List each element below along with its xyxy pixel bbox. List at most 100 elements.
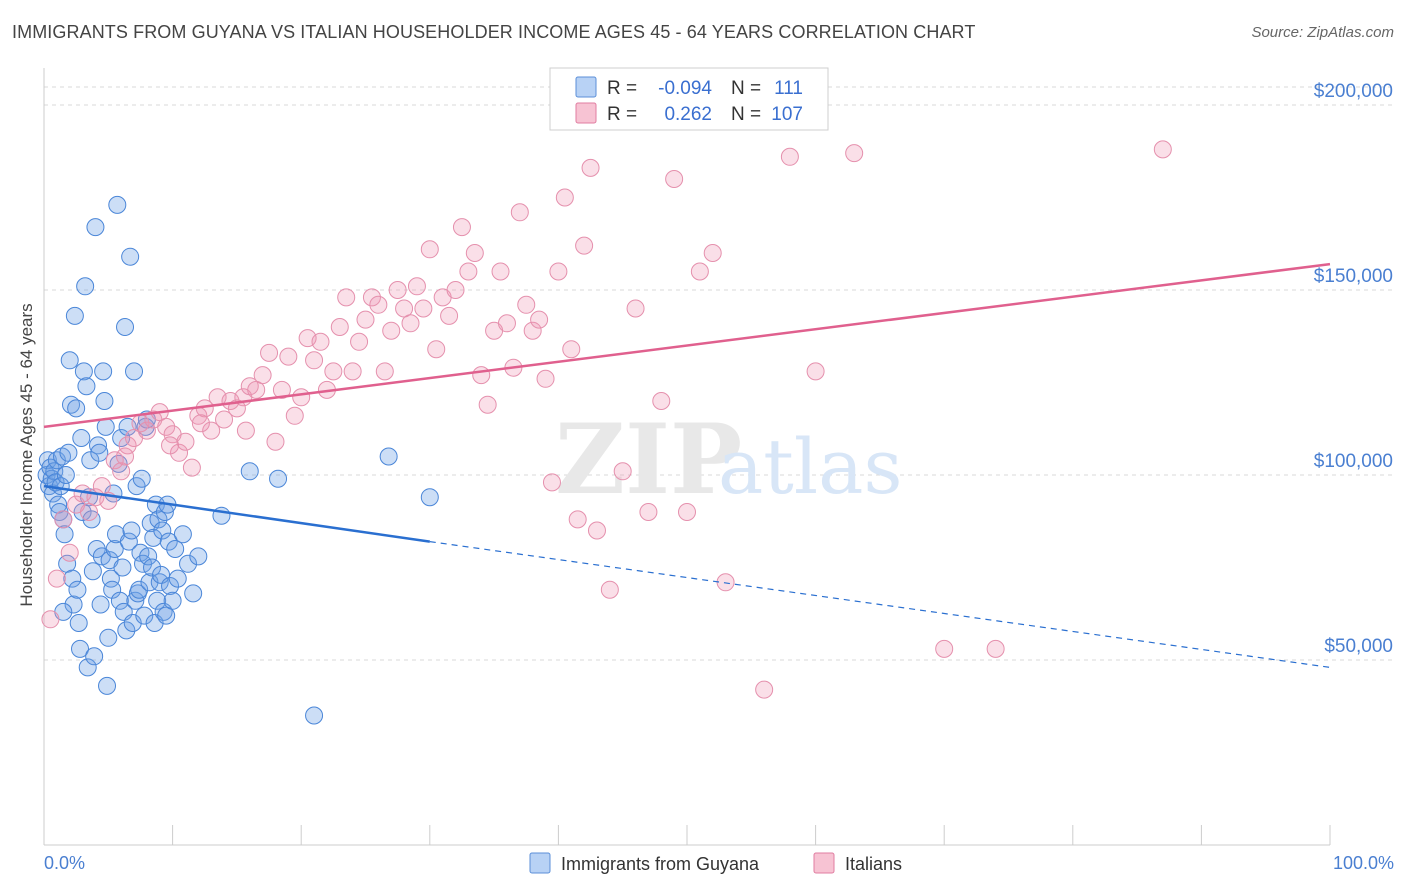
italians-point (613, 462, 632, 481)
guyana-point (130, 580, 149, 599)
legend-n-value-guyana: 111 (774, 78, 803, 99)
guyana-point (305, 706, 324, 725)
guyana-point (56, 466, 75, 484)
series-legend-swatch-italians (813, 852, 835, 874)
guyana-point (153, 521, 172, 540)
italians-point (382, 321, 401, 340)
guyana-point (81, 451, 100, 470)
trend-lines (43, 262, 1331, 668)
guyana-point (126, 591, 145, 610)
guyana-point (38, 451, 57, 470)
guyana-point (95, 392, 114, 410)
x-tick-label-1: 100.0% (1333, 853, 1394, 873)
italians-point (465, 244, 484, 262)
italians-point (427, 340, 446, 359)
guyana-point (71, 639, 90, 658)
italians-point (137, 421, 156, 440)
guyana-point (420, 488, 439, 507)
italians-point (1153, 140, 1172, 159)
legend-r-label-italians: R = (607, 104, 637, 125)
italians-point (112, 462, 131, 481)
italians-point (626, 299, 645, 318)
italians-point (369, 295, 388, 314)
guyana-point (132, 469, 151, 488)
guyana-point (63, 569, 82, 588)
y-tick-labels: $50,000 $100,000 $150,000 $200,000 (1314, 81, 1393, 657)
guyana-point (62, 395, 81, 414)
guyana-point (161, 577, 180, 595)
italians-point (253, 366, 272, 385)
guyana-point (116, 318, 135, 336)
guyana-point (90, 443, 109, 462)
guyana-point (140, 573, 159, 592)
legend-r-value-guyana: -0.094 (658, 78, 712, 99)
italians-point (279, 347, 298, 366)
italians-point (414, 299, 433, 318)
italians-point (986, 639, 1005, 658)
x-tick-label-0: 0.0% (44, 853, 85, 873)
guyana-point (59, 443, 78, 462)
italians-point (652, 392, 671, 410)
guyana-point (99, 628, 118, 647)
guyana-point (98, 676, 117, 695)
guyana-point (379, 447, 398, 466)
guyana-point (105, 540, 124, 558)
italians-point (375, 362, 394, 381)
guyana-point (67, 399, 86, 418)
guyana-point (68, 580, 87, 599)
italians-point (678, 503, 696, 521)
guyana-point (157, 606, 176, 625)
series-legend-label-italians: Italians (845, 854, 902, 874)
guyana-point (121, 247, 140, 266)
guyana-point (184, 584, 203, 603)
italians-point (555, 188, 574, 207)
guyana-point (119, 532, 138, 551)
y-axis-label: Householder Income Ages 45 - 64 years (17, 303, 36, 606)
italians-point (491, 262, 510, 281)
guyana-point (163, 591, 182, 610)
guyana-point (86, 218, 105, 237)
trend-line-guyana (43, 484, 430, 543)
italians-point (600, 580, 619, 599)
italians-point (215, 410, 234, 429)
chart-source: Source: ZipAtlas.com (1251, 24, 1394, 41)
watermark: ZIP atlas (555, 403, 902, 516)
italians-point (260, 343, 279, 362)
italians-point (542, 473, 561, 492)
guyana-point (173, 525, 192, 544)
guyana-point (55, 525, 74, 544)
italians-point (845, 144, 864, 163)
italians-point (47, 569, 66, 588)
legend-swatch-italians (575, 102, 597, 124)
watermark-atlas: atlas (718, 422, 902, 511)
guyana-point (150, 573, 169, 592)
italians-point (191, 414, 210, 433)
italians-point (247, 380, 266, 399)
italians-point (236, 421, 255, 440)
italians-point (41, 610, 60, 629)
italians-point (80, 503, 99, 521)
guyana-point (64, 595, 83, 614)
guyana-point (47, 451, 66, 470)
guyana-point (77, 377, 96, 396)
guyana-point (113, 558, 132, 577)
guyana-point (85, 647, 104, 666)
italians-point (440, 306, 459, 325)
italians-point (472, 366, 491, 385)
guyana-point (89, 436, 108, 455)
italians-point (549, 262, 568, 281)
x-ticks (43, 825, 1331, 845)
guyana-point (135, 606, 154, 625)
guyana-point (94, 362, 113, 381)
guyana-point (110, 591, 129, 610)
italians-point (54, 510, 73, 529)
italians-point (510, 203, 529, 222)
guyana-point (72, 429, 91, 447)
italians-point (266, 432, 285, 451)
italians-point (311, 332, 330, 351)
guyana-point (159, 532, 178, 551)
guyana-point (108, 195, 127, 214)
guyana-point (269, 469, 288, 488)
guyana-point (148, 591, 167, 610)
